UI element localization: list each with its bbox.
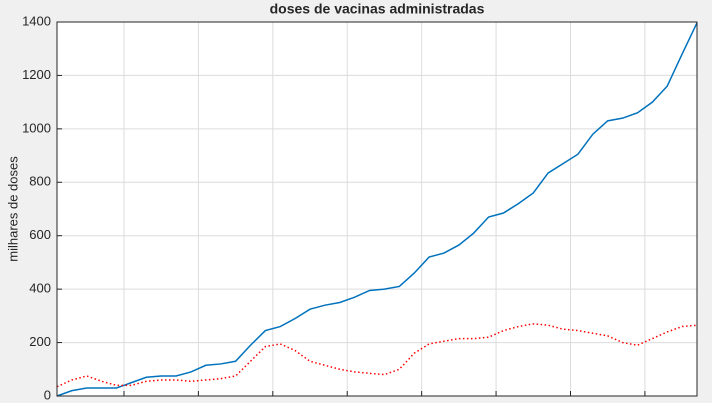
y-tick-label: 200: [29, 334, 51, 349]
plot-area: [57, 22, 697, 396]
series-line: [56, 22, 698, 397]
y-tick-label: 800: [29, 174, 51, 189]
y-tick-label: 0: [44, 387, 51, 402]
y-tick-label: 1400: [22, 13, 51, 28]
y-axis-label: milhares de doses: [5, 156, 20, 262]
y-tick-label: 600: [29, 227, 51, 242]
y-tick-label: 1200: [22, 67, 51, 82]
y-tick-label: 1000: [22, 120, 51, 135]
axes-box: [56, 21, 698, 397]
y-tick-label: 400: [29, 281, 51, 296]
chart-title: doses de vacinas administradas: [270, 1, 485, 17]
